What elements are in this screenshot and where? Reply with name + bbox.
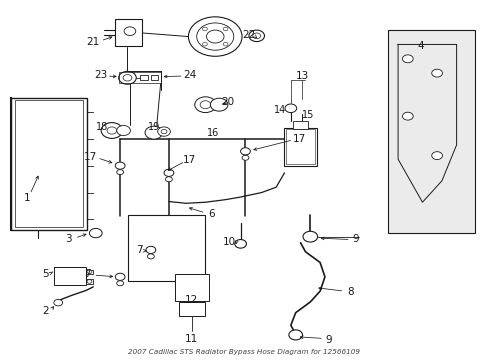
Circle shape (163, 169, 173, 176)
Bar (387, 30, 474, 233)
Circle shape (234, 239, 246, 248)
Text: 2: 2 (42, 306, 49, 316)
Bar (119, 72, 160, 83)
Text: 22: 22 (241, 30, 255, 40)
Circle shape (89, 228, 102, 238)
Circle shape (431, 152, 442, 159)
Bar (151, 75, 158, 80)
Text: 19: 19 (148, 122, 160, 132)
Circle shape (124, 27, 136, 36)
Circle shape (402, 112, 412, 120)
Bar (179, 302, 204, 316)
Bar (284, 128, 316, 166)
Circle shape (252, 33, 260, 39)
Text: 21: 21 (86, 37, 100, 47)
Circle shape (107, 127, 117, 134)
Text: 16: 16 (206, 128, 219, 138)
Text: 13: 13 (295, 71, 308, 81)
Circle shape (202, 27, 207, 31)
Circle shape (87, 270, 92, 274)
Text: 24: 24 (183, 70, 196, 80)
Text: 6: 6 (207, 209, 214, 219)
Bar (128, 215, 205, 282)
Text: 8: 8 (347, 287, 353, 297)
Circle shape (240, 148, 250, 155)
Bar (293, 121, 307, 129)
Text: 3: 3 (65, 234, 72, 244)
Circle shape (145, 126, 162, 139)
Circle shape (288, 330, 302, 340)
Text: 20: 20 (221, 97, 234, 107)
Circle shape (194, 97, 216, 113)
Bar (54, 267, 86, 285)
Text: 7: 7 (136, 245, 142, 255)
Circle shape (248, 30, 264, 41)
Circle shape (101, 123, 122, 138)
Text: 17: 17 (183, 155, 196, 165)
Text: 17: 17 (292, 134, 305, 144)
Text: 10: 10 (223, 237, 236, 247)
Text: 15: 15 (301, 110, 313, 120)
Circle shape (223, 42, 227, 46)
Circle shape (54, 300, 62, 306)
Bar (115, 19, 142, 46)
Circle shape (161, 130, 166, 134)
Text: 4: 4 (417, 41, 424, 50)
Bar (140, 75, 148, 80)
Text: 17: 17 (84, 152, 97, 162)
Text: 9: 9 (325, 334, 331, 345)
Circle shape (147, 254, 154, 259)
Text: 1: 1 (24, 193, 31, 203)
Circle shape (200, 101, 210, 109)
Circle shape (117, 281, 123, 286)
Circle shape (158, 127, 170, 136)
Circle shape (210, 98, 227, 111)
Text: 2007 Cadillac STS Radiator Bypass Hose Diagram for 12566109: 2007 Cadillac STS Radiator Bypass Hose D… (128, 349, 360, 355)
Text: 5: 5 (42, 269, 49, 279)
Circle shape (188, 17, 242, 56)
Circle shape (431, 69, 442, 77)
Circle shape (202, 42, 207, 46)
Bar (15, 100, 83, 227)
Text: 18: 18 (96, 122, 108, 132)
Circle shape (117, 126, 130, 135)
Circle shape (146, 246, 156, 253)
Text: 9: 9 (352, 234, 358, 244)
Circle shape (115, 273, 125, 280)
Circle shape (115, 162, 125, 169)
Circle shape (117, 170, 123, 175)
Bar (175, 274, 209, 301)
Circle shape (165, 177, 172, 182)
Text: 23: 23 (94, 70, 107, 80)
Circle shape (119, 71, 136, 84)
Circle shape (402, 55, 412, 63)
Circle shape (87, 280, 92, 283)
Circle shape (242, 155, 248, 160)
Text: 11: 11 (185, 333, 198, 343)
Bar (286, 130, 314, 164)
Circle shape (285, 104, 296, 113)
Circle shape (303, 231, 317, 242)
Circle shape (223, 27, 227, 31)
Text: 7: 7 (84, 269, 91, 279)
Text: 12: 12 (185, 295, 198, 305)
Circle shape (123, 75, 132, 81)
Bar (11, 98, 87, 230)
Circle shape (196, 23, 233, 50)
Circle shape (206, 30, 224, 43)
Text: 14: 14 (273, 105, 285, 115)
